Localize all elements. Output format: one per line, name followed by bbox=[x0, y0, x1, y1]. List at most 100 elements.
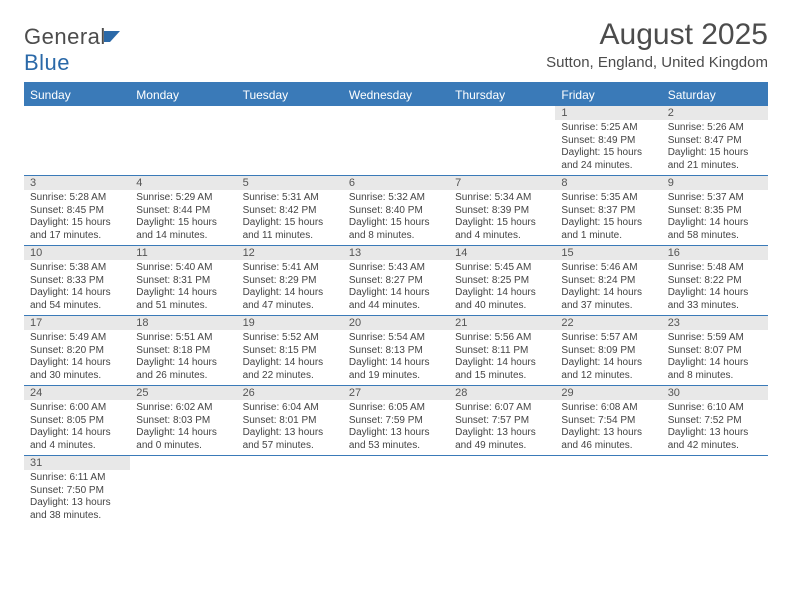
calendar-row: 31Sunrise: 6:11 AMSunset: 7:50 PMDayligh… bbox=[24, 456, 768, 526]
day-number bbox=[449, 106, 555, 120]
calendar-cell: 6Sunrise: 5:32 AMSunset: 8:40 PMDaylight… bbox=[343, 176, 449, 246]
day-details: Sunrise: 5:54 AMSunset: 8:13 PMDaylight:… bbox=[343, 330, 449, 385]
day-number bbox=[343, 456, 449, 470]
day-number bbox=[130, 456, 236, 470]
day-details: Sunrise: 5:35 AMSunset: 8:37 PMDaylight:… bbox=[555, 190, 661, 245]
day-details: Sunrise: 5:56 AMSunset: 8:11 PMDaylight:… bbox=[449, 330, 555, 385]
day-number: 6 bbox=[343, 176, 449, 190]
calendar-row: 24Sunrise: 6:00 AMSunset: 8:05 PMDayligh… bbox=[24, 386, 768, 456]
calendar-cell-empty bbox=[237, 456, 343, 526]
calendar-row: 3Sunrise: 5:28 AMSunset: 8:45 PMDaylight… bbox=[24, 176, 768, 246]
calendar-cell: 5Sunrise: 5:31 AMSunset: 8:42 PMDaylight… bbox=[237, 176, 343, 246]
day-number: 4 bbox=[130, 176, 236, 190]
calendar-cell-empty bbox=[449, 456, 555, 526]
calendar-cell: 1Sunrise: 5:25 AMSunset: 8:49 PMDaylight… bbox=[555, 106, 661, 176]
day-number bbox=[237, 456, 343, 470]
day-number: 25 bbox=[130, 386, 236, 400]
calendar-cell-empty bbox=[343, 106, 449, 176]
day-number: 22 bbox=[555, 316, 661, 330]
day-details: Sunrise: 5:41 AMSunset: 8:29 PMDaylight:… bbox=[237, 260, 343, 315]
calendar-cell: 26Sunrise: 6:04 AMSunset: 8:01 PMDayligh… bbox=[237, 386, 343, 456]
logo-word-1: General bbox=[24, 24, 106, 49]
day-details: Sunrise: 5:38 AMSunset: 8:33 PMDaylight:… bbox=[24, 260, 130, 315]
day-details: Sunrise: 5:57 AMSunset: 8:09 PMDaylight:… bbox=[555, 330, 661, 385]
day-details bbox=[24, 120, 130, 170]
calendar-cell: 21Sunrise: 5:56 AMSunset: 8:11 PMDayligh… bbox=[449, 316, 555, 386]
day-details: Sunrise: 6:05 AMSunset: 7:59 PMDaylight:… bbox=[343, 400, 449, 455]
day-details bbox=[237, 470, 343, 520]
calendar-body: 1Sunrise: 5:25 AMSunset: 8:49 PMDaylight… bbox=[24, 106, 768, 525]
day-number: 10 bbox=[24, 246, 130, 260]
day-number: 5 bbox=[237, 176, 343, 190]
weekday-header: Saturday bbox=[662, 83, 768, 106]
day-details bbox=[130, 120, 236, 170]
logo-text: GeneralBlue bbox=[24, 24, 124, 76]
weekday-header: Thursday bbox=[449, 83, 555, 106]
calendar-cell: 22Sunrise: 5:57 AMSunset: 8:09 PMDayligh… bbox=[555, 316, 661, 386]
calendar-cell: 29Sunrise: 6:08 AMSunset: 7:54 PMDayligh… bbox=[555, 386, 661, 456]
day-details: Sunrise: 6:07 AMSunset: 7:57 PMDaylight:… bbox=[449, 400, 555, 455]
calendar-row: 10Sunrise: 5:38 AMSunset: 8:33 PMDayligh… bbox=[24, 246, 768, 316]
day-details bbox=[662, 470, 768, 520]
day-number: 24 bbox=[24, 386, 130, 400]
calendar-cell: 19Sunrise: 5:52 AMSunset: 8:15 PMDayligh… bbox=[237, 316, 343, 386]
day-details: Sunrise: 5:48 AMSunset: 8:22 PMDaylight:… bbox=[662, 260, 768, 315]
day-number: 26 bbox=[237, 386, 343, 400]
day-details: Sunrise: 6:00 AMSunset: 8:05 PMDaylight:… bbox=[24, 400, 130, 455]
logo-word-2: Blue bbox=[24, 50, 70, 75]
day-number bbox=[130, 106, 236, 120]
day-details: Sunrise: 5:59 AMSunset: 8:07 PMDaylight:… bbox=[662, 330, 768, 385]
page-subtitle: Sutton, England, United Kingdom bbox=[546, 54, 768, 71]
day-details: Sunrise: 5:29 AMSunset: 8:44 PMDaylight:… bbox=[130, 190, 236, 245]
day-number: 9 bbox=[662, 176, 768, 190]
day-number: 30 bbox=[662, 386, 768, 400]
day-number: 13 bbox=[343, 246, 449, 260]
calendar-cell: 12Sunrise: 5:41 AMSunset: 8:29 PMDayligh… bbox=[237, 246, 343, 316]
day-number: 1 bbox=[555, 106, 661, 120]
day-details: Sunrise: 6:08 AMSunset: 7:54 PMDaylight:… bbox=[555, 400, 661, 455]
day-details: Sunrise: 5:45 AMSunset: 8:25 PMDaylight:… bbox=[449, 260, 555, 315]
day-number: 17 bbox=[24, 316, 130, 330]
calendar-cell-empty bbox=[662, 456, 768, 526]
day-details: Sunrise: 5:52 AMSunset: 8:15 PMDaylight:… bbox=[237, 330, 343, 385]
day-details: Sunrise: 5:32 AMSunset: 8:40 PMDaylight:… bbox=[343, 190, 449, 245]
weekday-header: Sunday bbox=[24, 83, 130, 106]
calendar-cell: 20Sunrise: 5:54 AMSunset: 8:13 PMDayligh… bbox=[343, 316, 449, 386]
calendar-cell: 13Sunrise: 5:43 AMSunset: 8:27 PMDayligh… bbox=[343, 246, 449, 316]
day-number bbox=[662, 456, 768, 470]
calendar-cell: 3Sunrise: 5:28 AMSunset: 8:45 PMDaylight… bbox=[24, 176, 130, 246]
day-number: 23 bbox=[662, 316, 768, 330]
day-number: 11 bbox=[130, 246, 236, 260]
calendar-cell-empty bbox=[130, 106, 236, 176]
day-number bbox=[343, 106, 449, 120]
day-number bbox=[237, 106, 343, 120]
day-details: Sunrise: 5:28 AMSunset: 8:45 PMDaylight:… bbox=[24, 190, 130, 245]
calendar-cell: 18Sunrise: 5:51 AMSunset: 8:18 PMDayligh… bbox=[130, 316, 236, 386]
calendar-page: GeneralBlue August 2025 Sutton, England,… bbox=[0, 0, 792, 543]
day-number: 28 bbox=[449, 386, 555, 400]
calendar-cell: 28Sunrise: 6:07 AMSunset: 7:57 PMDayligh… bbox=[449, 386, 555, 456]
calendar-cell: 2Sunrise: 5:26 AMSunset: 8:47 PMDaylight… bbox=[662, 106, 768, 176]
calendar-row: 1Sunrise: 5:25 AMSunset: 8:49 PMDaylight… bbox=[24, 106, 768, 176]
day-details bbox=[343, 120, 449, 170]
calendar-cell: 30Sunrise: 6:10 AMSunset: 7:52 PMDayligh… bbox=[662, 386, 768, 456]
logo: GeneralBlue bbox=[24, 24, 124, 76]
day-details: Sunrise: 5:31 AMSunset: 8:42 PMDaylight:… bbox=[237, 190, 343, 245]
calendar-cell: 17Sunrise: 5:49 AMSunset: 8:20 PMDayligh… bbox=[24, 316, 130, 386]
day-details: Sunrise: 6:10 AMSunset: 7:52 PMDaylight:… bbox=[662, 400, 768, 455]
day-details bbox=[449, 470, 555, 520]
calendar-cell-empty bbox=[237, 106, 343, 176]
weekday-header: Friday bbox=[555, 83, 661, 106]
header: GeneralBlue August 2025 Sutton, England,… bbox=[24, 18, 768, 76]
title-block: August 2025 Sutton, England, United King… bbox=[546, 18, 768, 71]
day-number: 3 bbox=[24, 176, 130, 190]
weekday-header: Wednesday bbox=[343, 83, 449, 106]
day-details bbox=[343, 470, 449, 520]
weekday-header: Monday bbox=[130, 83, 236, 106]
calendar-cell: 7Sunrise: 5:34 AMSunset: 8:39 PMDaylight… bbox=[449, 176, 555, 246]
calendar-cell: 14Sunrise: 5:45 AMSunset: 8:25 PMDayligh… bbox=[449, 246, 555, 316]
day-number: 8 bbox=[555, 176, 661, 190]
calendar-cell-empty bbox=[449, 106, 555, 176]
page-title: August 2025 bbox=[546, 18, 768, 52]
day-details: Sunrise: 6:04 AMSunset: 8:01 PMDaylight:… bbox=[237, 400, 343, 455]
